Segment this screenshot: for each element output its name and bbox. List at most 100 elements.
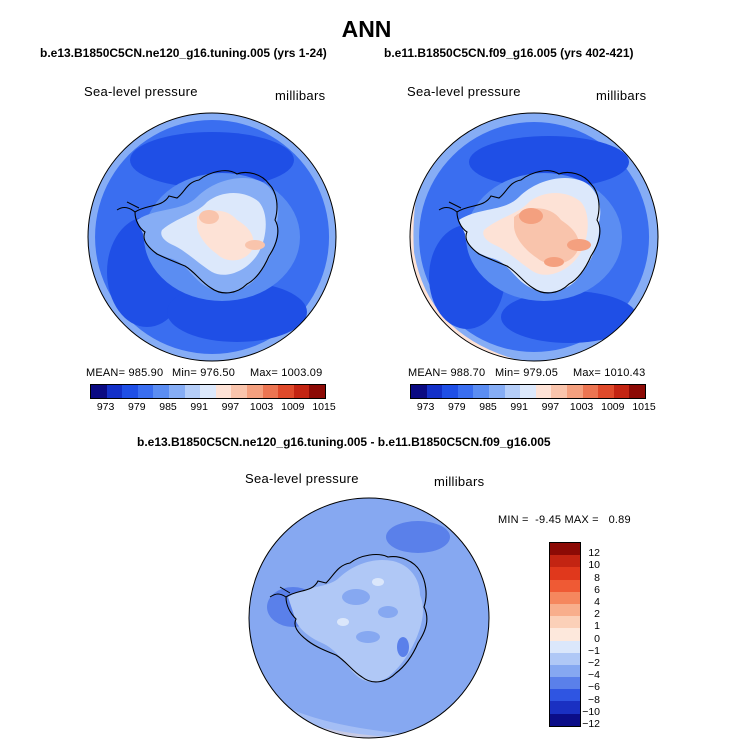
panel-2-peninsula bbox=[438, 201, 462, 213]
colorbar-swatch bbox=[550, 579, 580, 592]
colorbar-swatch bbox=[550, 616, 580, 629]
panel-2-polar-map bbox=[409, 112, 659, 362]
panel-2-min: Min= 979.05 bbox=[495, 367, 559, 379]
colorbar-swatch bbox=[551, 385, 567, 398]
panel-1-units-label: millibars bbox=[275, 88, 326, 103]
colorbar-swatch bbox=[550, 689, 580, 702]
colorbar-swatch bbox=[137, 385, 154, 398]
panel-2-peak-3 bbox=[544, 257, 564, 267]
colorbar-tick-label: −1 bbox=[588, 644, 600, 657]
colorbar-swatch bbox=[550, 603, 580, 617]
difference-polar-map bbox=[248, 497, 490, 739]
panel-1-coastline bbox=[134, 170, 279, 294]
panel-1-case-title: b.e13.B1850C5CN.ne120_g16.tuning.005 (yr… bbox=[40, 46, 327, 60]
colorbar-swatch bbox=[550, 543, 580, 556]
colorbar-swatch bbox=[598, 385, 614, 398]
colorbar-tick-label: 0 bbox=[594, 632, 600, 645]
colorbar-swatch bbox=[122, 385, 138, 398]
colorbar-swatch bbox=[106, 385, 123, 398]
colorbar-tick-label: 997 bbox=[541, 401, 560, 413]
panel-1-peak-2 bbox=[245, 240, 265, 250]
colorbar-tick-label: 1 bbox=[594, 620, 600, 633]
colorbar-tick-label: 979 bbox=[128, 401, 146, 413]
difference-land-patch-1 bbox=[342, 589, 370, 605]
colorbar-tick-label: 4 bbox=[594, 596, 600, 608]
colorbar-tick-label: 973 bbox=[96, 401, 115, 413]
colorbar-tick-label: 1015 bbox=[632, 401, 656, 413]
panel-1-min: Min= 976.50 bbox=[172, 367, 236, 379]
colorbar-tick-label: −2 bbox=[588, 657, 600, 669]
colorbar-swatch bbox=[550, 555, 580, 568]
difference-variable-label: Sea-level pressure bbox=[245, 471, 359, 486]
colorbar-swatch bbox=[550, 664, 580, 678]
colorbar-swatch bbox=[309, 385, 325, 398]
colorbar-swatch bbox=[457, 385, 474, 398]
colorbar-tick-label: 12 bbox=[588, 547, 600, 560]
colorbar-tick-label: 1009 bbox=[601, 401, 625, 413]
colorbar-swatch bbox=[473, 385, 489, 398]
colorbar-swatch bbox=[215, 385, 232, 398]
difference-units-label: millibars bbox=[434, 474, 485, 489]
colorbar-swatch bbox=[442, 385, 458, 398]
panel-2-coastline bbox=[456, 170, 601, 294]
colorbar-swatch bbox=[550, 652, 580, 665]
difference-colorbar bbox=[549, 542, 581, 727]
colorbar-swatch bbox=[550, 591, 580, 604]
difference-peninsula bbox=[269, 586, 291, 598]
difference-land-patch-6 bbox=[372, 578, 384, 586]
colorbar-swatch bbox=[184, 385, 201, 398]
difference-land-patch-2 bbox=[378, 606, 398, 618]
panel-2-low-south bbox=[501, 291, 637, 343]
colorbar-tick-label: 985 bbox=[479, 401, 497, 413]
panel-1-max: Max= 1003.09 bbox=[250, 367, 323, 379]
panel-2-case-title: b.e11.B1850C5CN.f09_g16.005 (yrs 402-421… bbox=[384, 46, 634, 60]
colorbar-swatch bbox=[293, 385, 310, 398]
colorbar-swatch bbox=[582, 385, 599, 398]
difference-coastline bbox=[285, 554, 428, 683]
colorbar-swatch bbox=[231, 385, 247, 398]
difference-colorbar-labels: 12 10 8 6 4 2 1 0 −1 −2 −4 −6 −8 −10 −12 bbox=[580, 542, 600, 730]
panel-1-polar-map bbox=[87, 112, 337, 362]
colorbar-tick-label: −10 bbox=[582, 705, 600, 718]
colorbar-swatch bbox=[535, 385, 552, 398]
difference-title: b.e13.B1850C5CN.ne120_g16.tuning.005 - b… bbox=[137, 435, 551, 449]
colorbar-tick-label: 2 bbox=[594, 608, 600, 621]
colorbar-swatch bbox=[426, 385, 443, 398]
panel-2-variable-label: Sea-level pressure bbox=[407, 84, 521, 99]
difference-land-patch-3 bbox=[356, 631, 380, 643]
colorbar-swatch bbox=[168, 385, 185, 398]
panel-1-peak-1 bbox=[199, 210, 219, 224]
colorbar-swatch bbox=[91, 385, 107, 398]
colorbar-swatch bbox=[200, 385, 216, 398]
panel-2-low-north bbox=[469, 136, 629, 188]
panel-2-colorbar-ticks: 973 979 985 991 997 1003 1009 1015 bbox=[410, 401, 656, 415]
colorbar-swatch bbox=[550, 713, 580, 726]
panel-1-colorbar bbox=[90, 384, 326, 399]
panel-1-peninsula bbox=[116, 201, 140, 213]
colorbar-tick-label: 997 bbox=[221, 401, 240, 413]
colorbar-swatch bbox=[153, 385, 169, 398]
difference-low-northeast bbox=[386, 521, 450, 553]
colorbar-tick-label: −6 bbox=[588, 681, 600, 694]
figure-title: ANN bbox=[341, 16, 392, 42]
panel-2-peak-2 bbox=[567, 239, 591, 251]
colorbar-tick-label: 1015 bbox=[312, 401, 336, 413]
colorbar-swatch bbox=[550, 628, 580, 641]
colorbar-tick-label: 991 bbox=[190, 401, 208, 413]
colorbar-swatch bbox=[246, 385, 263, 398]
panel-1-mean: MEAN= 985.90 bbox=[86, 367, 164, 379]
difference-stats: MIN = -9.45 MAX = 0.89 bbox=[498, 514, 631, 526]
colorbar-swatch bbox=[488, 385, 505, 398]
colorbar-tick-label: 1003 bbox=[249, 401, 274, 413]
panel-2-peak-1 bbox=[519, 208, 543, 224]
colorbar-swatch bbox=[278, 385, 294, 398]
colorbar-swatch bbox=[629, 385, 645, 398]
colorbar-swatch bbox=[550, 677, 580, 690]
difference-land-patch-4 bbox=[397, 637, 409, 657]
colorbar-swatch bbox=[550, 640, 580, 653]
colorbar-swatch bbox=[520, 385, 536, 398]
colorbar-swatch bbox=[613, 385, 630, 398]
panel-2-mean: MEAN= 988.70 bbox=[408, 367, 486, 379]
colorbar-swatch bbox=[550, 567, 580, 580]
colorbar-swatch bbox=[550, 701, 580, 714]
